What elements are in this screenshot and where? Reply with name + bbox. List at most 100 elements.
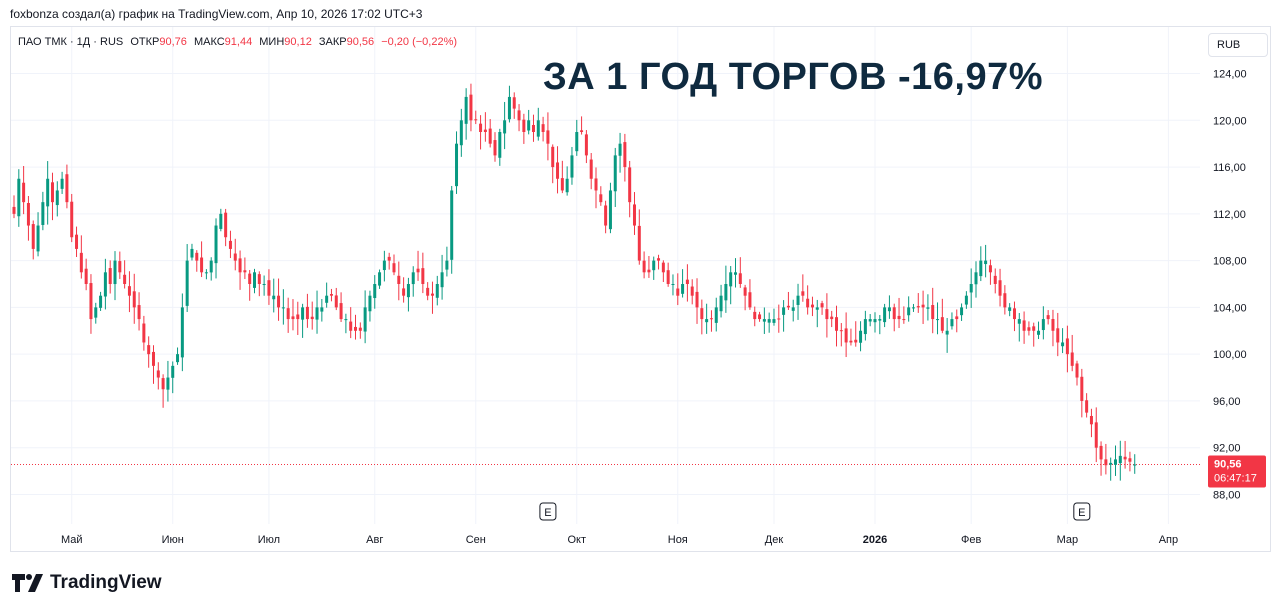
earnings-marker[interactable]: E: [1073, 502, 1091, 521]
candle-body: [435, 284, 439, 298]
candle-body: [849, 340, 853, 343]
candle-body: [89, 283, 93, 320]
candle-body: [541, 124, 545, 132]
candle-body: [195, 252, 199, 261]
low-label: МИН: [259, 36, 285, 48]
candle-body: [671, 284, 675, 285]
candle-body: [411, 272, 415, 285]
candle-body: [791, 307, 795, 311]
candle-body: [628, 167, 632, 203]
candle-body: [349, 321, 353, 331]
candle-body: [123, 274, 127, 284]
candle-body: [1051, 318, 1055, 331]
price-tick-label: 88,00: [1213, 489, 1241, 501]
candle-body: [445, 260, 449, 270]
candle-body: [26, 202, 30, 226]
low-value: 90,12: [284, 36, 312, 48]
candle-body: [60, 178, 64, 189]
candle-body: [931, 305, 935, 320]
candle-body: [839, 330, 843, 332]
candle-body: [339, 303, 343, 320]
candle-body: [296, 314, 300, 320]
candle-body: [238, 258, 242, 273]
candle-body: [310, 316, 314, 320]
earnings-marker[interactable]: E: [539, 502, 557, 521]
candle-body: [402, 288, 406, 296]
candle-body: [815, 307, 819, 310]
candle-body: [325, 295, 329, 303]
candle-body: [883, 307, 887, 323]
candle-body: [772, 319, 776, 323]
candle-body: [214, 225, 218, 264]
tradingview-logo-text: TradingView: [50, 572, 162, 593]
candle-body: [151, 351, 155, 366]
candle-body: [1065, 338, 1069, 355]
candle-body: [190, 248, 194, 258]
last-price-tag: 90,56 06:47:17: [1208, 455, 1266, 488]
candle-body: [714, 307, 718, 323]
candle-body: [878, 319, 882, 321]
candle-body: [180, 307, 184, 358]
candle-body: [387, 256, 391, 261]
candle-body: [892, 307, 896, 320]
candle-body: [99, 295, 103, 308]
candle-body: [676, 288, 680, 296]
candle-body: [758, 314, 762, 320]
candle-body: [488, 128, 492, 144]
candle-body: [560, 178, 564, 191]
candle-body: [868, 319, 872, 322]
candle-body: [363, 307, 367, 332]
currency-button[interactable]: RUB: [1208, 33, 1268, 57]
candle-body: [873, 319, 877, 323]
candle-body: [233, 253, 237, 261]
candle-body: [344, 319, 348, 321]
candle-body: [1118, 455, 1122, 464]
candle-body: [565, 178, 569, 193]
candle-body: [1113, 459, 1117, 465]
candle-body: [334, 295, 338, 308]
candle-body: [36, 225, 40, 252]
change-value: −0,20 (−0,22%): [381, 36, 458, 48]
candle-body: [156, 370, 160, 378]
candle-body: [825, 309, 829, 320]
candle-body: [200, 257, 204, 273]
candle-body: [450, 190, 454, 260]
price-tick-label: 108,00: [1213, 256, 1247, 268]
candle-body: [1032, 326, 1036, 331]
time-tick-label: Июл: [258, 534, 280, 546]
candle-body: [320, 307, 324, 312]
candle-body: [147, 345, 151, 355]
candle-body: [79, 252, 83, 273]
candle-body: [137, 305, 141, 320]
time-tick-label: Май: [61, 534, 83, 546]
candle-body: [806, 298, 810, 308]
time-tick-label: Сен: [466, 534, 486, 546]
candle-body: [474, 119, 478, 121]
candle-body: [65, 174, 69, 203]
candle-body: [161, 378, 165, 390]
candle-body: [998, 280, 1002, 296]
candle-body: [31, 224, 35, 249]
candle-body: [262, 284, 266, 285]
candle-body: [382, 260, 386, 271]
candle-body: [1012, 308, 1016, 320]
candle-body: [46, 178, 50, 207]
earnings-marker-label: E: [544, 507, 551, 519]
candle-body: [724, 284, 728, 301]
candle-body: [531, 124, 535, 132]
symbol-legend: ПАО ТМК · 1Д · RUS ОТКР90,76 МАКС91,44 М…: [18, 36, 457, 48]
candle-body: [113, 260, 117, 285]
candle-body: [1041, 319, 1045, 331]
candle-body: [921, 304, 925, 308]
tradingview-logo[interactable]: TradingView: [12, 572, 162, 594]
candle-body: [637, 225, 641, 261]
candle-body: [253, 272, 256, 288]
candle-body: [416, 268, 420, 273]
candles: [12, 83, 1137, 481]
price-tick-label: 100,00: [1213, 349, 1247, 361]
candle-body: [604, 205, 608, 226]
candle-body: [926, 307, 930, 309]
candle-body: [176, 354, 180, 363]
candle-body: [1037, 330, 1041, 335]
